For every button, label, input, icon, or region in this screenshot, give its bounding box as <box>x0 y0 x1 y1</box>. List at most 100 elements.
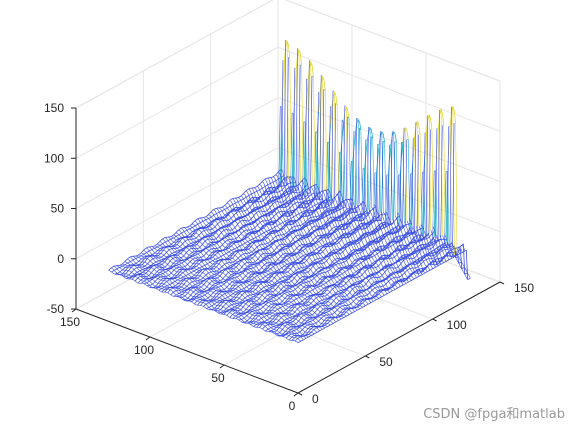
mesh-line-x <box>179 227 182 230</box>
mesh-line-x <box>182 242 185 245</box>
mesh-line-x <box>363 224 365 226</box>
mesh-line-x <box>176 242 179 245</box>
mesh-line-x <box>199 245 202 248</box>
mesh-line-x <box>260 181 263 184</box>
mesh-line-x <box>180 243 183 246</box>
mesh-line-x <box>265 196 268 199</box>
mesh-line-x <box>112 265 115 268</box>
mesh-line-x <box>203 240 206 243</box>
mesh-line-x <box>288 44 291 59</box>
mesh-line-x <box>125 258 128 261</box>
mesh-line-x <box>196 242 199 245</box>
grid-line-backwall-z <box>75 46 279 159</box>
mesh-line-x <box>221 230 224 233</box>
mesh-line-x <box>183 248 186 251</box>
mesh-line-x <box>254 212 257 215</box>
mesh-line-x <box>255 186 257 188</box>
mesh-line-x <box>250 217 253 220</box>
mesh-line-x <box>299 53 303 67</box>
mesh-line-x <box>213 214 216 216</box>
mesh-line-x <box>148 274 151 276</box>
mesh-line-x <box>128 268 131 271</box>
mesh-line-x <box>164 260 167 263</box>
mesh-line-x <box>163 253 166 256</box>
mesh-line-x <box>252 215 255 218</box>
mesh-line-x <box>204 216 206 218</box>
mesh-line-x <box>139 279 142 282</box>
mesh-line-x <box>184 252 187 255</box>
mesh-line-x <box>199 232 202 235</box>
mesh-line-x <box>198 233 201 236</box>
mesh-line-x <box>195 218 198 221</box>
mesh-line-x <box>317 215 320 217</box>
mesh-line-x <box>150 259 152 262</box>
mesh-line-x <box>214 225 217 228</box>
mesh-line-x <box>163 248 166 251</box>
mesh-line-x <box>190 223 193 226</box>
mesh-line-x <box>179 239 182 242</box>
mesh-line-x <box>187 225 190 228</box>
mesh-line-x <box>151 270 154 274</box>
mesh-line-x <box>164 252 167 255</box>
mesh-line-x <box>148 260 151 263</box>
mesh-line-x <box>199 239 202 242</box>
mesh-line-x <box>227 213 230 216</box>
mesh-line-x <box>364 213 367 215</box>
mesh-line-x <box>149 272 152 275</box>
mesh-line-x <box>176 229 179 232</box>
mesh-line-x <box>210 210 213 213</box>
mesh-line-x <box>109 267 112 270</box>
mesh-surface <box>108 39 471 344</box>
grid-line-sidewall-z <box>277 46 501 132</box>
grid-line-sidewall-z <box>284 0 501 82</box>
mesh-line-x <box>271 176 273 178</box>
mesh-line-x <box>175 230 178 233</box>
mesh-line-x <box>144 247 147 250</box>
mesh-line-x <box>244 190 247 193</box>
mesh-line-x <box>152 269 155 272</box>
mesh-line-x <box>147 256 149 259</box>
mesh-line-x <box>247 188 249 191</box>
mesh-line-x <box>160 238 163 241</box>
mesh-line-x <box>158 241 161 244</box>
mesh-line-x <box>166 250 169 253</box>
mesh-line-x <box>293 226 295 228</box>
mesh-line-x <box>206 214 209 217</box>
mesh-line-x <box>261 179 264 182</box>
mesh-line-x <box>217 235 219 238</box>
mesh-line-x <box>171 234 174 237</box>
mesh-line-x <box>152 274 155 277</box>
mesh-line-x <box>273 174 276 177</box>
mesh-line-x <box>126 270 129 273</box>
mesh-line-x <box>213 226 216 229</box>
mesh-line-x <box>270 203 273 207</box>
mesh-line-x <box>153 267 156 270</box>
mesh-line-x <box>232 215 235 218</box>
mesh-line-x <box>174 232 177 235</box>
mesh-line-x <box>241 193 244 196</box>
mesh-line-x <box>269 205 272 208</box>
mesh-line-x <box>226 201 229 204</box>
mesh-line-x <box>193 220 196 223</box>
mesh-line-x <box>222 205 225 207</box>
mesh-line-x <box>240 199 243 201</box>
mesh-line-x <box>233 213 236 216</box>
mesh-line-x <box>218 234 221 237</box>
mesh-line-x <box>249 205 252 208</box>
mesh-line-x <box>248 206 251 209</box>
mesh-line-x <box>211 222 214 225</box>
mesh-line-x <box>144 260 147 263</box>
mesh-line-x <box>200 221 202 223</box>
mesh-line-x <box>168 260 171 263</box>
mesh-line-x <box>215 223 218 226</box>
mesh-line-x <box>217 222 220 225</box>
mesh-line-x <box>285 197 288 200</box>
grid-line-floor-y <box>149 225 353 338</box>
mesh-line-x <box>215 230 218 234</box>
mesh-line-x <box>183 254 186 257</box>
mesh-line-x <box>202 242 205 245</box>
mesh-line-x <box>259 182 262 185</box>
mesh-line-x <box>234 225 237 228</box>
mesh-line-x <box>160 251 163 254</box>
mesh-line-x <box>235 223 238 227</box>
